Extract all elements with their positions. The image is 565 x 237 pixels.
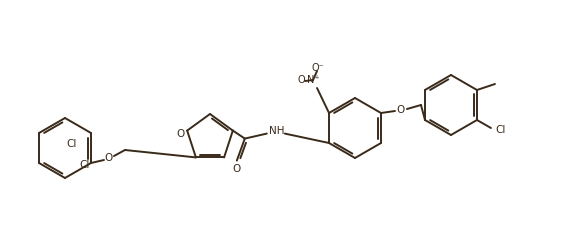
Text: O⁻: O⁻ <box>312 63 324 73</box>
Text: O: O <box>233 164 241 173</box>
Text: Cl: Cl <box>79 160 89 170</box>
Text: O: O <box>176 129 184 139</box>
Text: O: O <box>297 75 305 85</box>
Text: O: O <box>397 105 405 115</box>
Text: NH: NH <box>269 126 285 136</box>
Text: Cl: Cl <box>67 139 77 149</box>
Text: N⁺: N⁺ <box>307 75 319 85</box>
Text: Cl: Cl <box>496 125 506 135</box>
Text: O: O <box>105 153 113 163</box>
